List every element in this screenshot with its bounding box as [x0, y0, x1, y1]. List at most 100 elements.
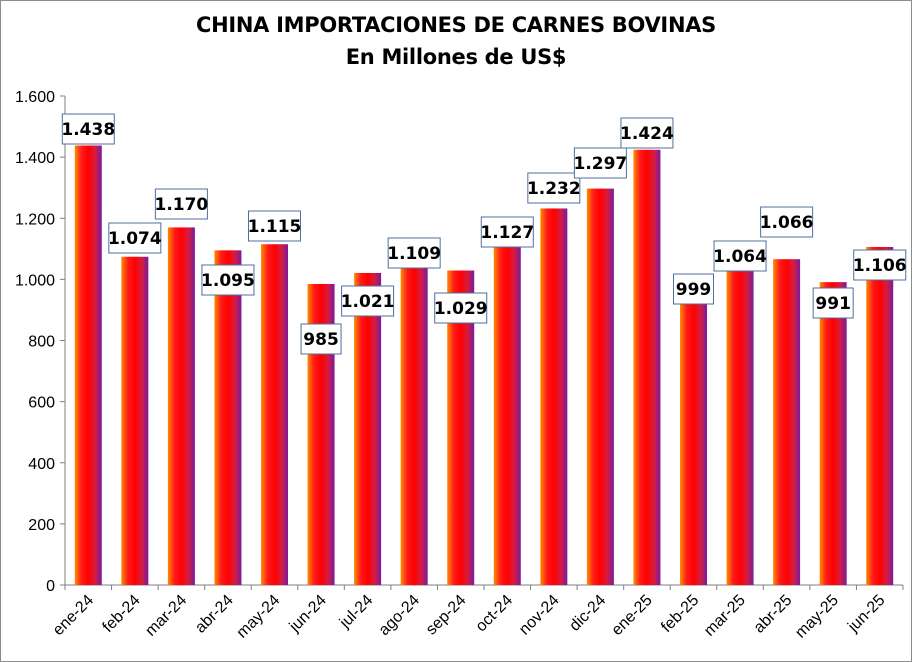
y-tick-label: 1.000 — [15, 272, 55, 289]
bar-may-25 — [819, 282, 847, 585]
data-label-box — [341, 285, 395, 317]
data-label-may-25: 991 — [812, 287, 854, 319]
bar-abr-25 — [773, 259, 801, 585]
data-label-box — [480, 216, 534, 248]
bar-dic-24 — [586, 188, 614, 585]
x-tick-label-jun-25: jun-25 — [844, 592, 888, 636]
data-label-box — [573, 147, 627, 179]
x-tick-label-may-24: may-24 — [234, 592, 284, 642]
data-label-text: 1.066 — [760, 213, 814, 233]
data-label-box — [108, 222, 162, 254]
data-label-text: 1.074 — [108, 229, 162, 249]
chart-title: CHINA IMPORTACIONES DE CARNES BOVINAS — [196, 13, 716, 37]
y-tick-label: 1.600 — [15, 89, 55, 106]
bar-feb-25 — [680, 279, 707, 585]
data-label-text: 1.297 — [573, 154, 627, 174]
data-label-box — [620, 117, 674, 149]
x-tick-label-abr-25: abr-25 — [751, 592, 796, 637]
y-tick-label: 600 — [28, 395, 55, 412]
data-label-box — [300, 323, 342, 355]
data-label-text: 1.232 — [527, 179, 581, 199]
bar-ago-24 — [400, 246, 428, 585]
bar-feb-24 — [121, 256, 149, 585]
bar-ene-25 — [633, 149, 661, 586]
data-label-box — [61, 113, 115, 145]
data-label-text: 1.170 — [154, 195, 208, 215]
data-label-text: 1.064 — [713, 247, 767, 267]
data-label-text: 1.095 — [201, 271, 255, 291]
data-label-feb-24: 1.074 — [108, 222, 162, 254]
x-tick-label-ago-24: ago-24 — [376, 592, 423, 639]
y-tick-label: 200 — [28, 517, 55, 534]
bar-jun-25 — [866, 246, 894, 585]
data-label-text: 1.029 — [434, 299, 488, 319]
data-label-text: 1.109 — [387, 244, 441, 264]
data-label-abr-25: 1.066 — [760, 206, 814, 238]
x-tick-label-mar-25: mar-25 — [701, 592, 749, 640]
data-label-ene-24: 1.438 — [61, 113, 115, 145]
y-tick-label: 800 — [28, 334, 55, 351]
data-label-text: 985 — [303, 330, 339, 350]
bar-may-24 — [261, 244, 288, 585]
x-tick-label-nov-24: nov-24 — [516, 592, 563, 639]
data-label-abr-24: 1.095 — [201, 264, 255, 296]
x-tick-label-mar-24: mar-24 — [142, 592, 190, 640]
data-label-text: 999 — [676, 280, 712, 300]
data-label-ago-24: 1.109 — [387, 237, 441, 269]
chart-subtitle: En Millones de US$ — [345, 45, 567, 69]
y-tick-label: 400 — [28, 456, 55, 473]
x-tick-label-dic-24: dic-24 — [566, 592, 609, 635]
data-label-text: 1.127 — [480, 223, 534, 243]
data-label-text: 1.106 — [853, 256, 907, 276]
data-label-box — [853, 249, 907, 281]
bar-oct-24 — [493, 240, 521, 586]
data-label-box — [248, 210, 301, 242]
x-tick-label-feb-24: feb-24 — [100, 592, 144, 636]
bar-abr-24 — [214, 250, 242, 585]
bar-mar-24 — [167, 227, 195, 585]
data-label-box — [154, 188, 208, 220]
data-label-jun-24: 985 — [300, 323, 342, 355]
x-tick-label-jun-24: jun-24 — [286, 592, 330, 636]
data-label-may-24: 1.115 — [248, 210, 302, 242]
data-label-text: 1.424 — [620, 124, 674, 144]
data-label-mar-25: 1.064 — [713, 240, 767, 272]
x-tick-label-abr-24: abr-24 — [192, 592, 237, 637]
data-label-text: 1.438 — [61, 120, 115, 140]
data-label-box — [713, 240, 767, 272]
data-label-jul-24: 1.021 — [341, 285, 395, 317]
x-tick-label-may-25: may-25 — [792, 592, 842, 642]
data-label-box — [760, 206, 814, 238]
data-label-ene-25: 1.424 — [620, 117, 674, 149]
y-tick-label: 0 — [46, 578, 55, 595]
data-label-box — [201, 264, 255, 296]
x-tick-label-ene-25: ene-25 — [609, 592, 656, 639]
y-tick-label: 1.400 — [15, 150, 55, 167]
data-label-text: 991 — [815, 294, 851, 314]
bar-mar-25 — [726, 259, 754, 585]
data-label-box — [434, 292, 488, 324]
data-label-text: 1.021 — [341, 292, 395, 312]
x-tick-label-sep-24: sep-24 — [423, 592, 470, 639]
data-label-jun-25: 1.106 — [853, 249, 907, 281]
x-tick-label-feb-25: feb-25 — [658, 592, 702, 636]
data-label-box — [812, 287, 854, 319]
data-label-feb-25: 999 — [673, 273, 714, 305]
data-label-box — [527, 172, 581, 204]
data-label-box — [387, 237, 441, 269]
data-label-mar-24: 1.170 — [154, 188, 208, 220]
x-tick-label-jul-24: jul-24 — [336, 592, 376, 632]
data-label-text: 1.115 — [248, 217, 302, 237]
x-tick-label-oct-24: oct-24 — [473, 592, 517, 636]
data-label-nov-24: 1.232 — [527, 172, 581, 204]
bar-ene-24 — [74, 145, 102, 586]
data-label-dic-24: 1.297 — [573, 147, 627, 179]
x-tick-label-ene-24: ene-24 — [50, 592, 97, 639]
bar-jul-24 — [354, 272, 382, 585]
data-label-sep-24: 1.029 — [434, 292, 488, 324]
y-tick-label: 1.200 — [15, 211, 55, 228]
bar-nov-24 — [540, 208, 568, 585]
data-label-box — [673, 273, 714, 305]
